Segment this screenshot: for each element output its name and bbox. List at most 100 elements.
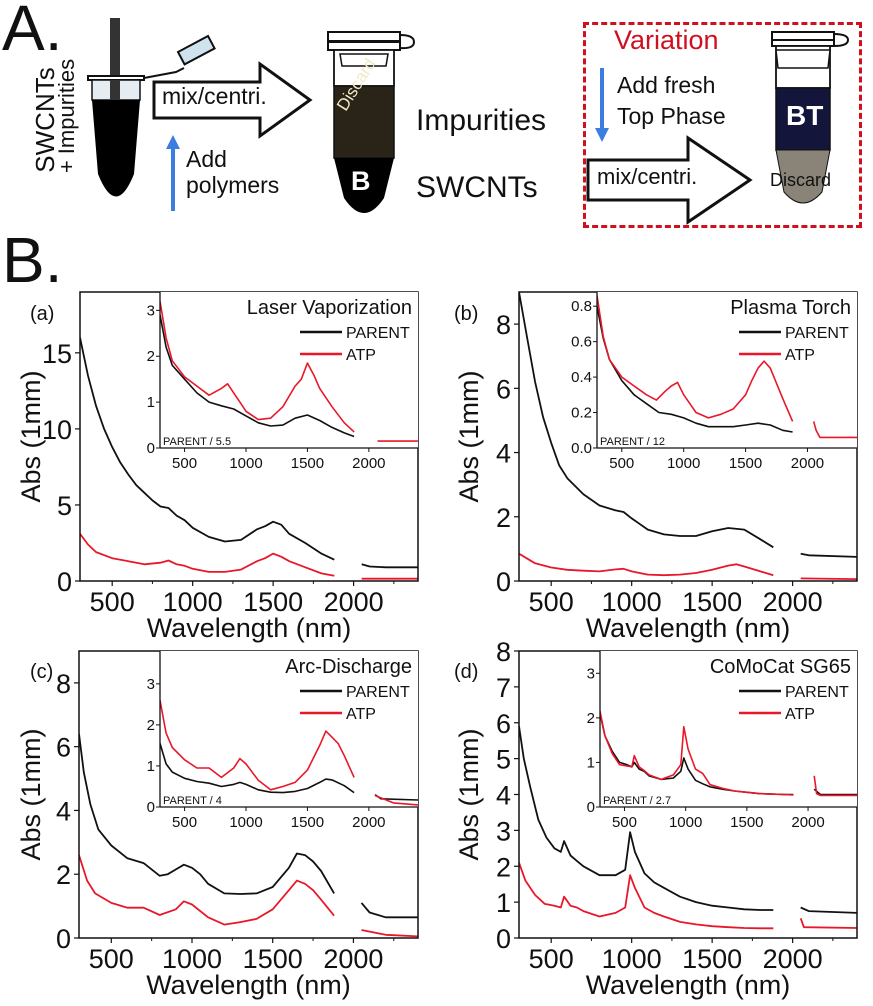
tube-bt-discard-label: Discard xyxy=(770,170,832,190)
series-atp-line xyxy=(799,917,857,929)
legend-label-parent: PARENT xyxy=(785,325,849,342)
separation-tube-icon xyxy=(327,31,416,213)
inset-scale-note: PARENT / 12 xyxy=(600,436,665,448)
inset-series-atp-line xyxy=(597,295,794,422)
y-tick-label: 4 xyxy=(56,796,71,826)
plot-area xyxy=(519,726,857,930)
arrow-down-icon xyxy=(595,68,609,142)
series-parent-line xyxy=(800,552,857,558)
inset-x-tick-label: 500 xyxy=(609,455,634,472)
inset-x-tick-label: 1500 xyxy=(730,814,763,831)
inset-y-tick-label: 2 xyxy=(147,348,155,365)
inset-x-tick-label: 500 xyxy=(612,814,637,831)
inset-x-tick-label: 1500 xyxy=(291,455,324,472)
variation-step-line1: Add fresh xyxy=(617,72,716,98)
y-tick-label: 1 xyxy=(496,888,511,918)
y-axis-label: Abs (1mm) xyxy=(454,370,484,502)
series-parent-line xyxy=(361,563,418,569)
panel-label: (b) xyxy=(454,303,478,325)
inset-plot-area xyxy=(600,711,857,797)
series-parent-line xyxy=(519,726,774,911)
inset-series-parent-line xyxy=(160,743,355,794)
x-tick-label: 2000 xyxy=(324,587,384,617)
inset-chart: 500 1000 1500 2000 0 1 2 3 PARENT / 2.7 CoMoCat S… xyxy=(587,651,857,831)
inset-x-tick-label: 500 xyxy=(172,814,197,831)
x-tick-label: 2000 xyxy=(763,944,823,974)
inset-scale-note: PARENT / 4 xyxy=(163,795,222,807)
x-tick-label: 1500 xyxy=(682,944,742,974)
inset-y-tick-label: 1 xyxy=(587,754,595,771)
inset-series-atp-line xyxy=(160,301,355,433)
y-tick-label: 4 xyxy=(496,781,511,811)
inset-y-tick-label: 0 xyxy=(147,440,155,457)
swcnts-label: SWCNTs xyxy=(416,171,538,204)
inset-series-atp-line xyxy=(160,700,355,791)
variation-title: Variation xyxy=(614,25,719,55)
inset-title: Laser Vaporization xyxy=(247,297,412,319)
x-tick-label: 1000 xyxy=(602,944,662,974)
inset-x-tick-label: 1500 xyxy=(729,455,762,472)
legend-label-parent: PARENT xyxy=(785,684,849,701)
inset-title: CoMoCat SG65 xyxy=(710,656,851,678)
inset-x-tick-label: 1000 xyxy=(667,455,700,472)
plot-area xyxy=(79,733,418,938)
inset-y-tick-label: 2 xyxy=(587,710,595,727)
y-tick-label: 8 xyxy=(496,637,511,667)
inset-x-tick-label: 1000 xyxy=(669,814,702,831)
plot-area xyxy=(519,292,857,580)
y-tick-label: 8 xyxy=(496,310,511,340)
inset-y-tick-label: 2 xyxy=(147,717,155,734)
y-tick-label: 7 xyxy=(496,673,511,703)
series-atp-line xyxy=(519,552,774,577)
x-tick-label: 1500 xyxy=(243,944,303,974)
tube-b-label: B xyxy=(351,166,371,196)
legend-label-atp: ATP xyxy=(785,347,815,364)
panel-label: (d) xyxy=(454,661,478,683)
inset-series-parent-line xyxy=(597,306,793,433)
inset-y-tick-label: 0.8 xyxy=(571,298,592,315)
x-tick-label: 1500 xyxy=(243,587,303,617)
inset-background xyxy=(160,651,418,807)
y-tick-label: 6 xyxy=(496,709,511,739)
y-tick-label: 3 xyxy=(496,816,511,846)
section-b-label: B. xyxy=(2,224,63,296)
x-axis-label: Wavelength (nm) xyxy=(586,970,791,1000)
series-atp-line xyxy=(361,929,418,938)
inset-x-tick-label: 1000 xyxy=(229,814,262,831)
legend-label-atp: ATP xyxy=(785,706,815,723)
series-parent-line xyxy=(360,902,418,919)
x-tick-label: 1500 xyxy=(682,587,742,617)
series-atp-line xyxy=(800,577,857,580)
variation-box xyxy=(583,22,862,228)
inset-y-tick-label: 0 xyxy=(587,799,595,816)
inset-x-tick-label: 2000 xyxy=(791,455,824,472)
inset-series-atp-line xyxy=(600,711,794,796)
x-axis-label: Wavelength (nm) xyxy=(147,613,352,643)
arrow1-label: mix/centri. xyxy=(162,83,267,109)
x-tick-label: 2000 xyxy=(323,944,383,974)
inset-y-tick-label: 3 xyxy=(147,302,155,319)
y-tick-label: 2 xyxy=(496,852,511,882)
starting-tube-icon xyxy=(87,18,216,197)
inset-title: Plasma Torch xyxy=(730,297,851,319)
chart-panel-b: 500 1000 1500 2000 0 2 4 6 8 Wavelength (nm) Abs (… xyxy=(454,291,858,643)
x-tick-label: 2000 xyxy=(763,587,823,617)
inset-series-atp-line xyxy=(374,794,418,806)
add-step-line2: polymers xyxy=(186,172,280,198)
impurities-label: Impurities xyxy=(416,104,547,137)
inset-x-tick-label: 2000 xyxy=(791,814,824,831)
y-tick-label: 0 xyxy=(496,567,511,597)
y-tick-label: 4 xyxy=(496,439,511,469)
series-parent-line xyxy=(80,337,335,561)
inset-series-atp-line xyxy=(813,775,857,797)
inset-series-atp-line xyxy=(812,421,857,439)
legend-label-atp: ATP xyxy=(346,347,376,364)
arrow2-label: mix/centri. xyxy=(597,164,698,189)
series-parent-line xyxy=(800,906,857,914)
legend-label-parent: PARENT xyxy=(346,684,410,701)
panel-label: (a) xyxy=(30,303,54,325)
x-tick-label: 1000 xyxy=(162,944,222,974)
